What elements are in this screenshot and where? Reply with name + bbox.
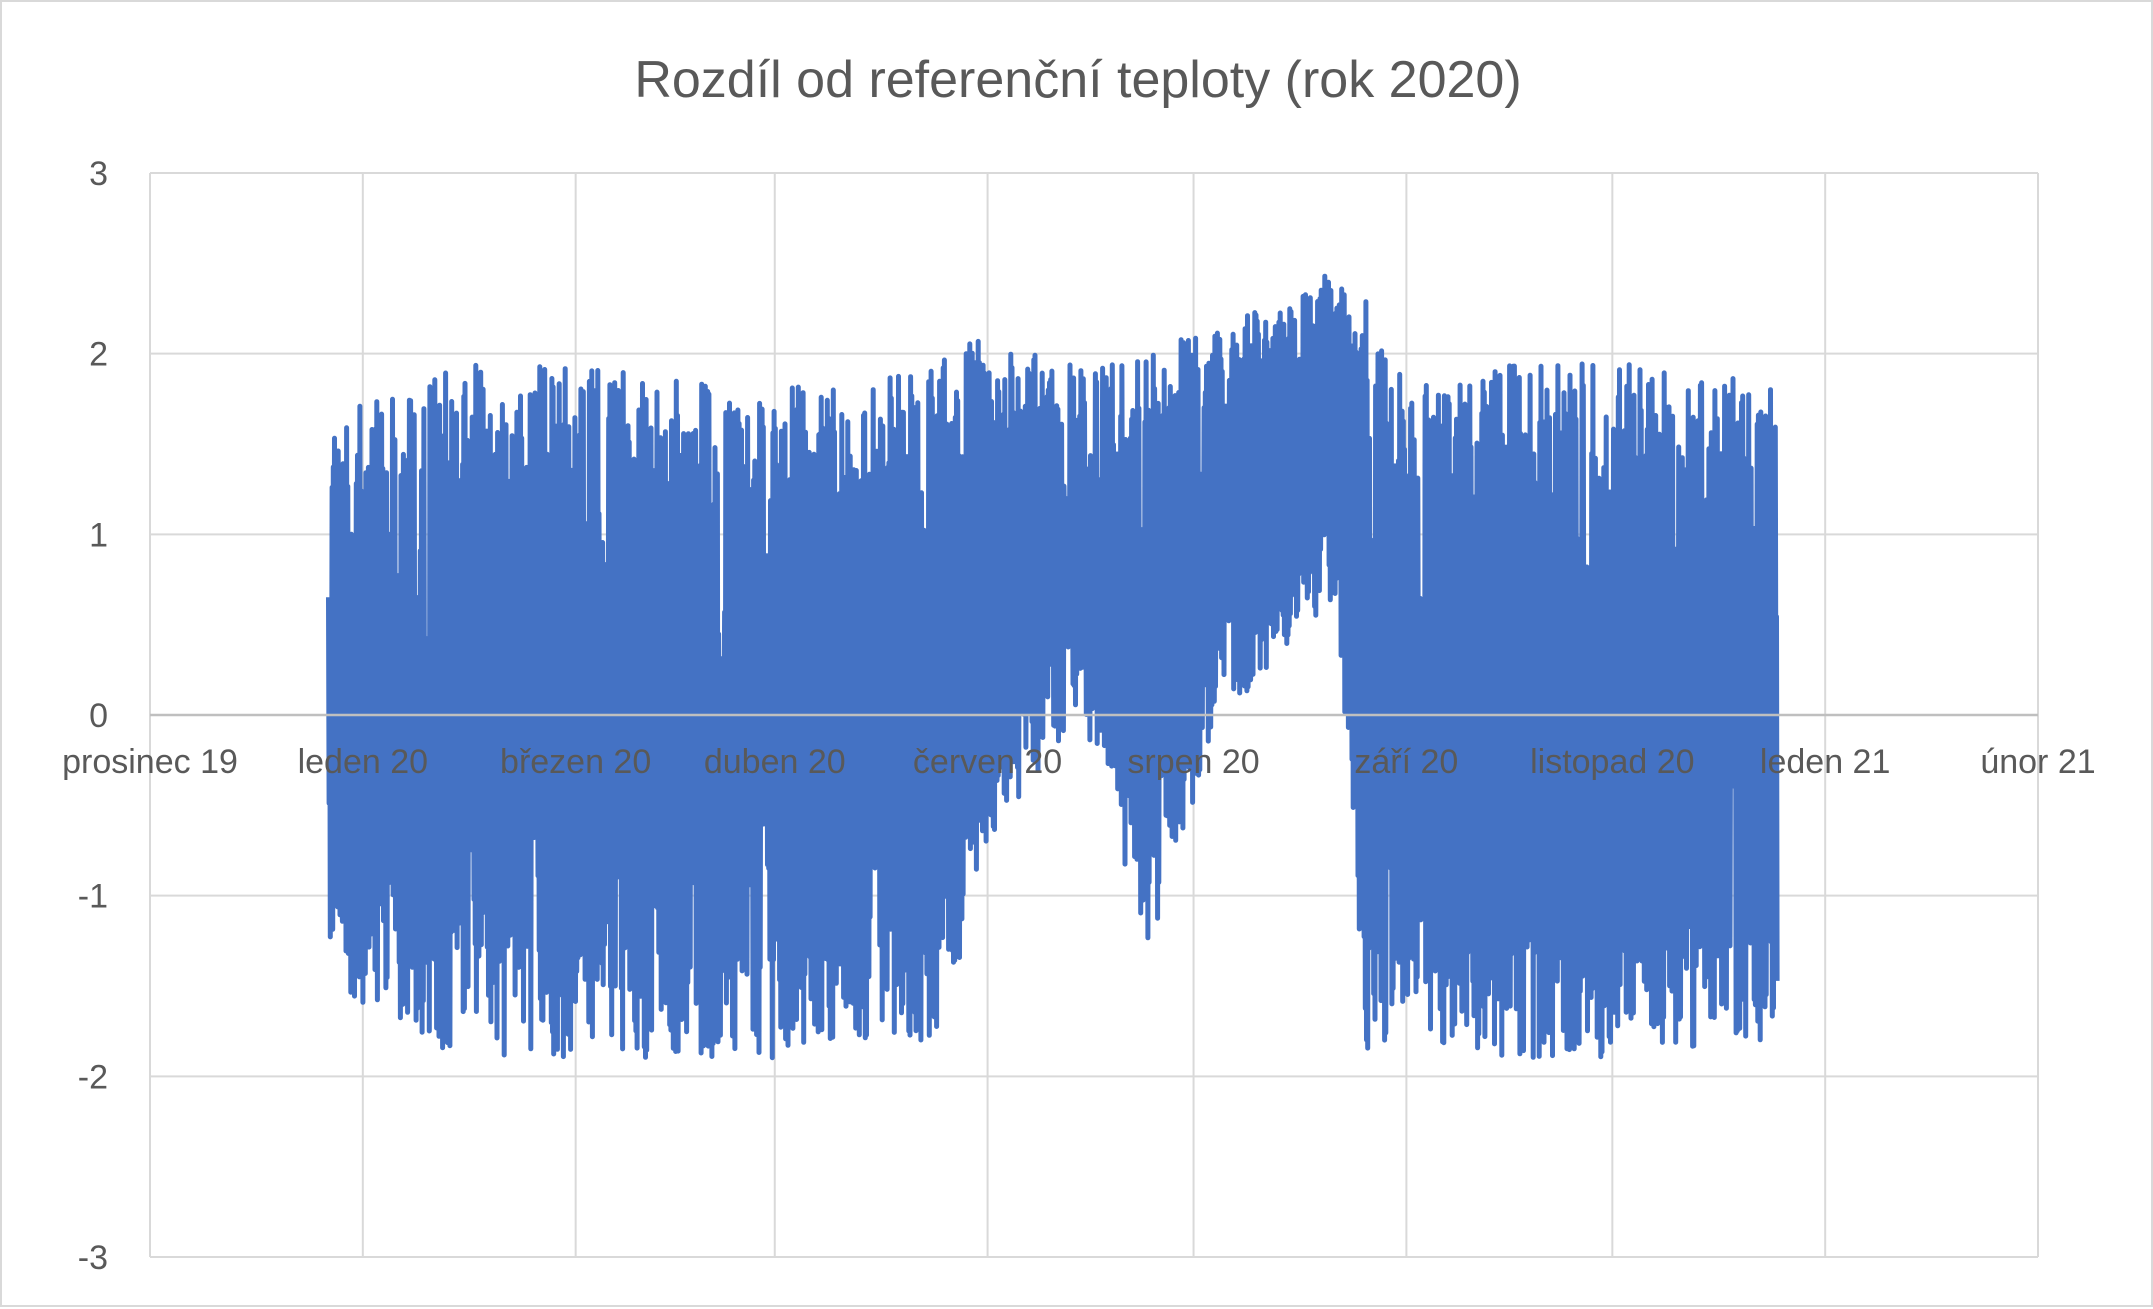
x-tick-label: únor 21: [1980, 743, 2095, 781]
y-tick-label: 0: [89, 697, 108, 735]
y-tick-label: 3: [89, 155, 108, 193]
y-tick-label: 1: [89, 516, 108, 554]
plot-area: [326, 273, 1780, 1061]
chart-title: Rozdíl od referenční teploty (rok 2020): [634, 51, 1521, 109]
y-axis-labels: 3 2 1 0 -1 -2 -3: [78, 155, 108, 1277]
y-tick-label: -2: [78, 1058, 108, 1096]
y-tick-label: 2: [89, 336, 108, 374]
y-tick-label: -3: [78, 1239, 108, 1277]
x-tick-label: leden 21: [1760, 743, 1890, 781]
x-tick-label: srpen 20: [1127, 743, 1259, 781]
x-tick-label: listopad 20: [1530, 743, 1694, 781]
x-axis-labels: prosinec 19 leden 20 březen 20 duben 20 červ…: [62, 743, 2096, 781]
x-tick-label: duben 20: [704, 743, 846, 781]
y-tick-label: -1: [78, 878, 108, 916]
x-tick-label: březen 20: [500, 743, 651, 781]
x-tick-label: červen 20: [913, 743, 1062, 781]
x-tick-label: září 20: [1354, 743, 1458, 781]
x-tick-label: leden 20: [298, 743, 428, 781]
series-line: [326, 273, 1780, 1061]
x-tick-label: prosinec 19: [62, 743, 238, 781]
